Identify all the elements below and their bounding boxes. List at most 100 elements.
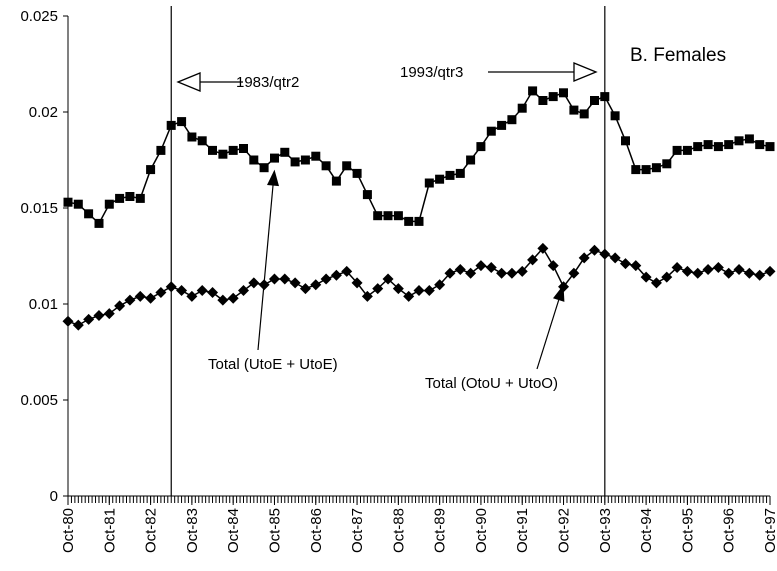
data-point-square [156, 145, 166, 155]
x-tick-label: Oct-85 [266, 508, 283, 553]
annotation-arrow-head [267, 169, 279, 187]
data-point-diamond [351, 277, 363, 289]
data-point-square [290, 157, 300, 167]
x-tick-label: Oct-94 [638, 508, 655, 553]
data-point-square [404, 216, 414, 226]
x-tick-label: Oct-86 [308, 508, 325, 553]
data-point-diamond [320, 273, 332, 285]
data-point-diamond [165, 281, 177, 293]
data-point-diamond [114, 300, 126, 312]
data-point-square [280, 147, 290, 157]
data-point-diamond [361, 290, 373, 302]
data-point-diamond [248, 277, 260, 289]
data-point-diamond [764, 265, 776, 277]
data-point-square [693, 142, 703, 152]
data-point-diamond [196, 285, 208, 297]
data-point-diamond [83, 313, 95, 325]
data-point-diamond [124, 294, 136, 306]
data-point-square [342, 161, 352, 171]
annotation-label: Total (OtoU + UtoO) [425, 375, 558, 392]
data-point-square [218, 149, 228, 159]
data-point-diamond [444, 267, 456, 279]
reference-arrow-head [573, 62, 598, 82]
x-tick-label: Oct-84 [225, 508, 242, 553]
data-point-square [84, 209, 94, 219]
data-point-square [177, 117, 187, 127]
data-point-diamond [702, 263, 714, 275]
data-point-diamond [681, 265, 693, 277]
data-point-square [424, 178, 434, 188]
reference-arrow-head [176, 72, 201, 92]
data-point-square [166, 120, 176, 130]
data-point-diamond [516, 265, 528, 277]
data-point-square [94, 218, 104, 228]
data-point-square [466, 155, 476, 165]
data-point-square [125, 192, 135, 201]
data-point-square [755, 140, 765, 150]
data-point-diamond [619, 258, 631, 270]
data-point-diamond [537, 242, 549, 254]
data-point-diamond [403, 290, 415, 302]
data-point-square [331, 176, 341, 186]
data-point-diamond [712, 262, 724, 274]
series-2 [62, 242, 776, 331]
axes [67, 16, 770, 497]
data-point-square [135, 193, 145, 203]
data-point-square [373, 211, 383, 221]
data-point-square [548, 92, 558, 102]
data-point-square [507, 115, 517, 125]
data-point-diamond [72, 319, 84, 331]
data-point-square [104, 199, 114, 209]
x-tick-label: Oct-80 [60, 508, 77, 553]
data-point-diamond [155, 286, 167, 298]
data-point-square [631, 165, 641, 175]
data-point-square [393, 211, 403, 221]
data-point-square [208, 145, 217, 155]
data-point-diamond [330, 269, 342, 281]
data-point-square [455, 168, 465, 178]
data-point-diamond [640, 271, 652, 283]
data-point-square [249, 155, 259, 165]
data-point-diamond [289, 277, 301, 289]
data-point-square [528, 86, 538, 96]
y-tick-label: 0.01 [29, 296, 58, 313]
data-point-diamond [207, 286, 219, 298]
data-point-square [651, 163, 661, 173]
x-tick-label: Oct-92 [556, 508, 573, 553]
data-point-square [713, 142, 723, 152]
data-point-square [73, 199, 83, 209]
reference-lines: 1983/qtr2 1993/qtr3 [170, 6, 606, 496]
data-point-diamond [268, 273, 280, 285]
data-point-square [682, 145, 692, 155]
data-point-square [538, 96, 548, 105]
data-point-square [239, 144, 248, 153]
data-point-diamond [650, 277, 662, 289]
data-point-square [63, 197, 73, 207]
data-point-square [621, 136, 630, 146]
data-point-diamond [93, 310, 105, 322]
x-tick-label: Oct-95 [679, 508, 696, 553]
data-point-diamond [382, 273, 394, 285]
data-point-diamond [692, 267, 704, 279]
y-tick-label: 0.02 [29, 104, 58, 121]
data-point-square [724, 140, 734, 150]
chart-title: B. Females [630, 45, 726, 66]
data-point-diamond [671, 262, 683, 274]
data-point-square [362, 190, 372, 200]
data-point-diamond [547, 260, 559, 272]
data-point-square [672, 145, 682, 155]
x-tick-label: Oct-97 [762, 508, 777, 553]
data-point-square [270, 153, 279, 163]
data-point-diamond [341, 265, 353, 277]
data-point-diamond [733, 263, 745, 275]
data-point-square [321, 161, 331, 171]
data-point-diamond [392, 283, 404, 295]
data-point-diamond [145, 292, 157, 304]
data-point-diamond [103, 308, 115, 320]
data-point-square [703, 140, 713, 150]
data-point-square [352, 168, 362, 178]
data-point-square [590, 96, 599, 105]
data-point-square [383, 211, 393, 221]
data-point-diamond [475, 260, 487, 272]
data-point-square [641, 165, 651, 175]
